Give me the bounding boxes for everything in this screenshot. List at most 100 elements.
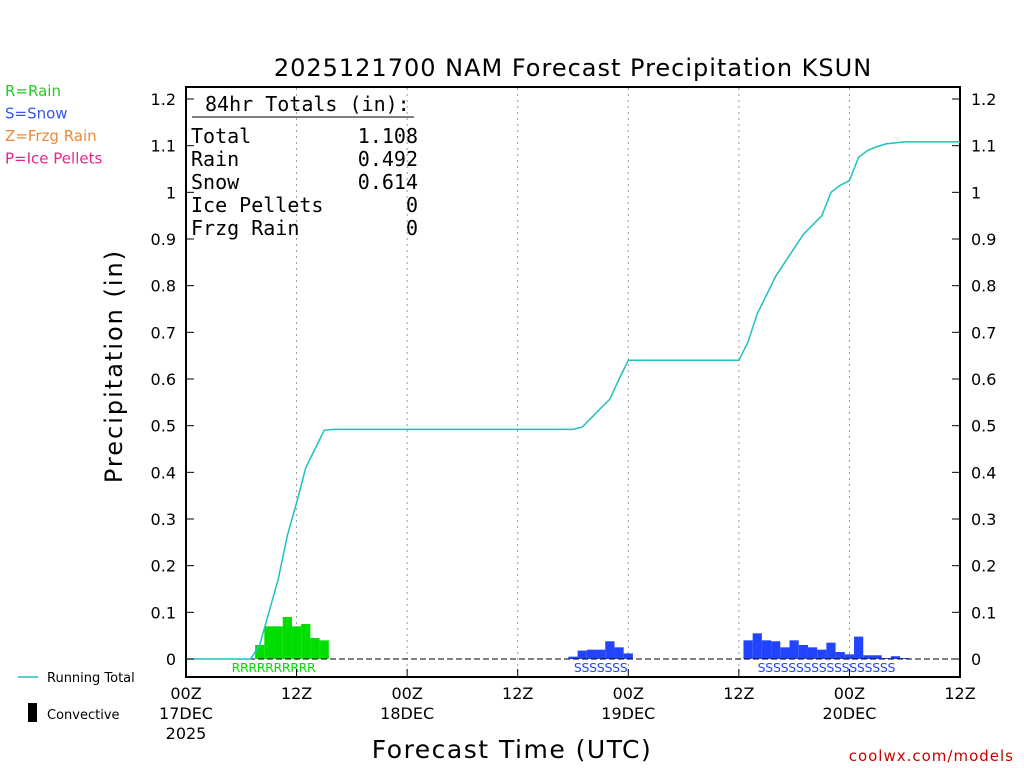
- xtick-year-0: 2025: [166, 724, 207, 743]
- ytick-label-left-12: 1.2: [151, 90, 176, 109]
- ytick-label-right-12: 1.2: [971, 90, 996, 109]
- ytick-label-left-8: 0.8: [151, 277, 176, 296]
- y-axis-label: Precipitation (in): [100, 249, 128, 483]
- xtick-date-2: 18DEC: [380, 704, 434, 723]
- ytick-label-left-6: 0.6: [151, 370, 176, 389]
- totals-label-0: Total: [191, 124, 251, 148]
- totals-rows: Total 1.108 Rain 0.492 Snow 0.614 Ice Pellets 0…: [191, 124, 418, 240]
- ytick-label-right-3: 0.3: [971, 510, 996, 529]
- vertical-gridlines: [296, 88, 850, 676]
- bar-rain-5: [301, 624, 311, 659]
- bar-snow-21: [872, 655, 882, 659]
- ptype-string-2: SSSSSSSSSSSSSSSSSS: [758, 660, 896, 675]
- totals-label-4: Frzg Rain: [191, 216, 299, 240]
- bar-rain-0: [255, 645, 265, 659]
- ytick-label-left-10: 1: [166, 183, 176, 202]
- bar-snow-17: [835, 652, 845, 659]
- totals-label-1: Rain: [191, 147, 239, 171]
- ptype-legend-item-2: Z=Frzg Rain: [5, 127, 97, 145]
- bar-rain-3: [282, 617, 292, 659]
- totals-value-4: 0: [406, 216, 418, 240]
- ptype-legend-item-0: R=Rain: [5, 82, 61, 100]
- xtick-label-1: 12Z: [281, 684, 312, 703]
- xtick-date-6: 20DEC: [822, 704, 876, 723]
- precip-bars: [255, 617, 910, 659]
- bar-rain-1: [264, 626, 274, 659]
- ytick-label-right-8: 0.8: [971, 277, 996, 296]
- bar-snow-7: [743, 640, 753, 659]
- ytick-label-left-11: 1.1: [151, 137, 176, 156]
- ptype-legend-item-1: S=Snow: [5, 105, 68, 123]
- bar-snow-16: [826, 642, 836, 659]
- totals-value-0: 1.108: [358, 124, 418, 148]
- totals-header: 84hr Totals (in):: [205, 92, 410, 116]
- totals-label-3: Ice Pellets: [191, 193, 323, 217]
- ptype-legend: R=Rain S=Snow Z=Frzg Rain P=Ice Pellets: [5, 82, 102, 168]
- bar-snow-5: [614, 647, 624, 659]
- bar-snow-15: [817, 649, 827, 659]
- xtick-date-4: 19DEC: [601, 704, 655, 723]
- bar-snow-18: [844, 654, 855, 659]
- xtick-label-3: 12Z: [502, 684, 533, 703]
- legend-running-total-label: Running Total: [47, 671, 135, 686]
- bar-snow-4: [605, 641, 615, 659]
- bar-snow-22: [881, 658, 891, 659]
- totals-label-2: Snow: [191, 170, 240, 194]
- bar-snow-20: [863, 655, 873, 659]
- ytick-label-right-9: 0.9: [971, 230, 996, 249]
- totals-value-3: 0: [406, 193, 418, 217]
- ptype-legend-item-3: P=Ice Pellets: [5, 150, 102, 168]
- bar-snow-2: [586, 649, 597, 659]
- legend-convective-label: Convective: [47, 708, 120, 723]
- xtick-date-0: 17DEC: [159, 704, 213, 723]
- ptype-string-1: SSSSSSS: [574, 660, 628, 675]
- bar-snow-3: [596, 649, 606, 659]
- ytick-label-left-1: 0.1: [151, 603, 176, 622]
- ytick-label-left-0: 0: [166, 650, 176, 669]
- ytick-label-right-10: 1: [971, 183, 981, 202]
- bar-snow-8: [752, 633, 762, 659]
- bar-snow-0: [568, 656, 578, 659]
- plot-frame: [185, 86, 961, 678]
- ytick-label-left-9: 0.9: [151, 230, 176, 249]
- line-legend: Running Total Convective: [18, 671, 135, 723]
- bar-snow-12: [789, 640, 799, 659]
- bar-snow-9: [761, 640, 772, 659]
- credit-text: coolwx.com/models: [849, 747, 1014, 765]
- bar-snow-24: [900, 658, 910, 659]
- xtick-label-5: 12Z: [723, 684, 754, 703]
- ytick-label-right-2: 0.2: [971, 557, 996, 576]
- totals-value-2: 0.614: [358, 170, 418, 194]
- xtick-label-6: 00Z: [834, 684, 865, 703]
- bar-snow-6: [623, 653, 633, 659]
- bar-snow-1: [577, 650, 587, 659]
- ytick-label-left-4: 0.4: [151, 463, 176, 482]
- ptype-strings: RRRRRRRRRR SSSSSSS SSSSSSSSSSSSSSSSSS: [232, 660, 896, 675]
- totals-value-1: 0.492: [358, 147, 418, 171]
- ytick-label-right-0: 0: [971, 650, 981, 669]
- bar-rain-7: [319, 640, 329, 659]
- bar-snow-23: [890, 656, 901, 659]
- ytick-label-left-7: 0.7: [151, 323, 176, 342]
- ptype-string-0: RRRRRRRRRR: [232, 660, 316, 675]
- bar-snow-14: [807, 647, 818, 659]
- bar-snow-13: [798, 645, 808, 659]
- bar-snow-19: [854, 636, 864, 659]
- bar-rain-2: [273, 626, 283, 659]
- legend-convective-swatch: [28, 703, 37, 722]
- ytick-label-right-1: 0.1: [971, 603, 996, 622]
- bar-rain-6: [310, 638, 320, 659]
- xtick-label-2: 00Z: [391, 684, 422, 703]
- chart-title: 2025121700 NAM Forecast Precipitation KS…: [274, 54, 872, 82]
- xtick-label-4: 00Z: [613, 684, 644, 703]
- ytick-label-left-2: 0.2: [151, 557, 176, 576]
- ytick-label-left-5: 0.5: [151, 417, 176, 436]
- y-axis-left: 0 0.1 0.2 0.3 0.4 0.5 0.6 0.7 0.8 0.9 1 1.1 1.2: [151, 90, 194, 669]
- ytick-label-right-5: 0.5: [971, 417, 996, 436]
- bar-rain-4: [291, 626, 302, 659]
- bar-snow-10: [771, 641, 781, 659]
- xtick-label-0: 00Z: [170, 684, 201, 703]
- bar-snow-11: [780, 647, 790, 659]
